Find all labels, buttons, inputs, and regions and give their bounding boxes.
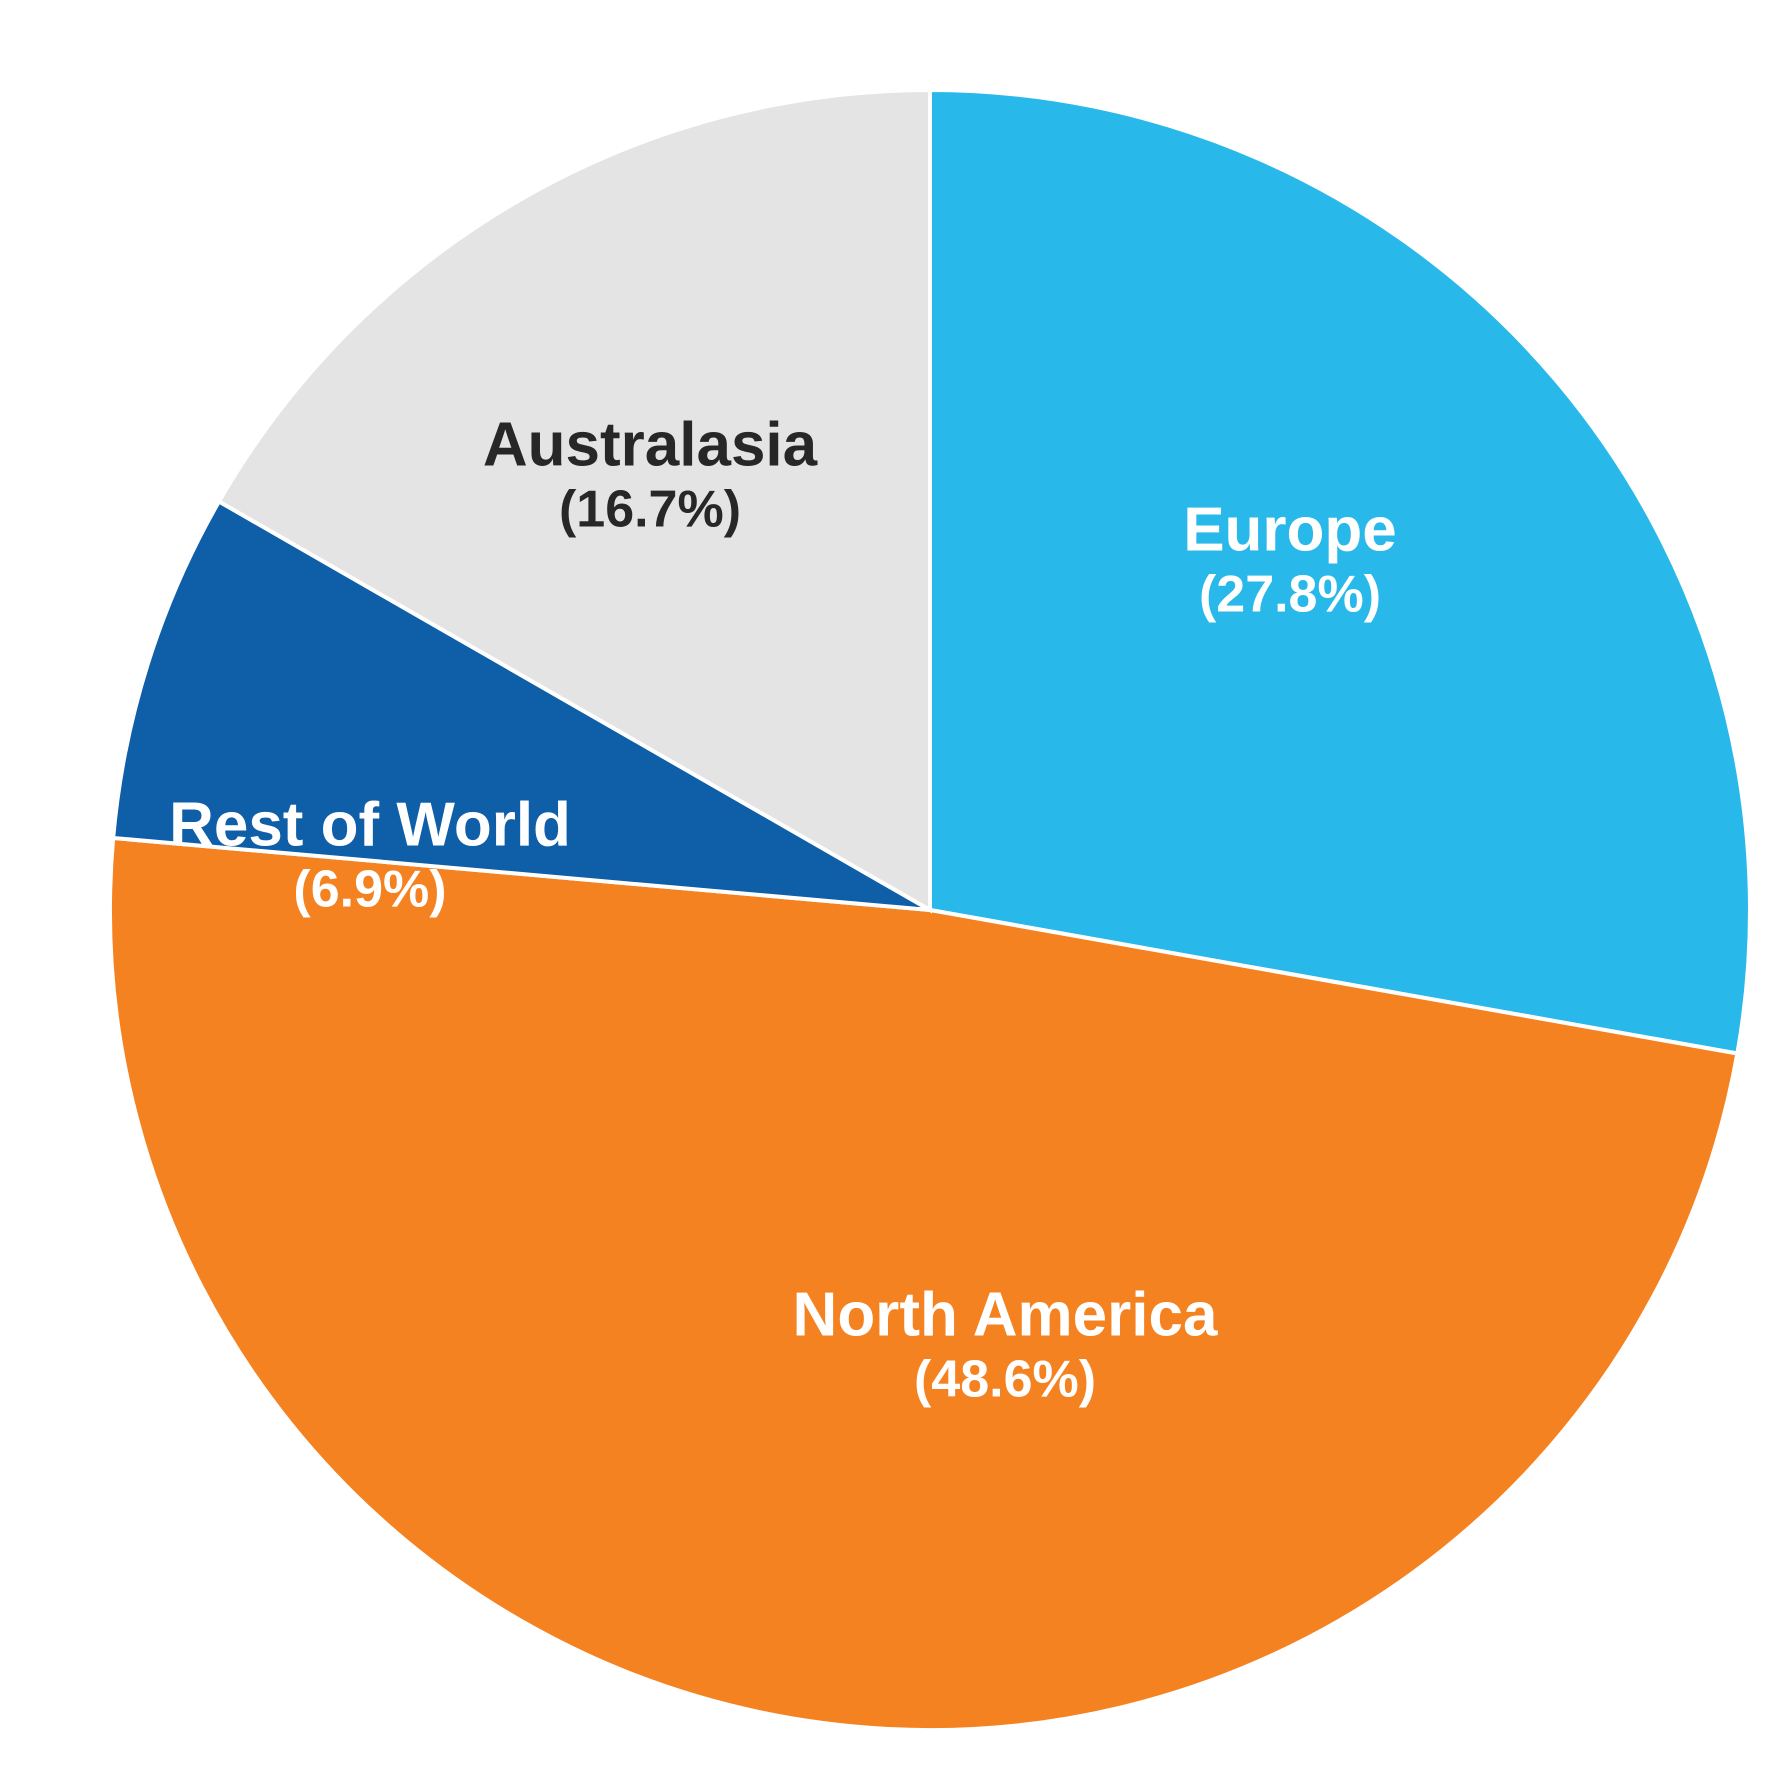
slice-label-pct: (16.7%) bbox=[483, 481, 817, 541]
slice-label: Australasia(16.7%) bbox=[483, 409, 817, 540]
slice-label-name: Europe bbox=[1183, 494, 1397, 565]
slice-label: North America(48.6%) bbox=[793, 1279, 1218, 1410]
slice-label-pct: (27.8%) bbox=[1183, 566, 1397, 626]
slice-label-name: North America bbox=[793, 1279, 1218, 1350]
slice-label-name: Rest of World bbox=[169, 789, 571, 860]
pie-chart: Europe(27.8%) North America(48.6%) Rest of… bbox=[0, 0, 1772, 1772]
slice-label-pct: (48.6%) bbox=[793, 1351, 1218, 1411]
slice-label-pct: (6.9%) bbox=[169, 861, 571, 921]
slice-label: Europe(27.8%) bbox=[1183, 494, 1397, 625]
slice-label-name: Australasia bbox=[483, 409, 817, 480]
slice-label: Rest of World(6.9%) bbox=[169, 789, 571, 920]
